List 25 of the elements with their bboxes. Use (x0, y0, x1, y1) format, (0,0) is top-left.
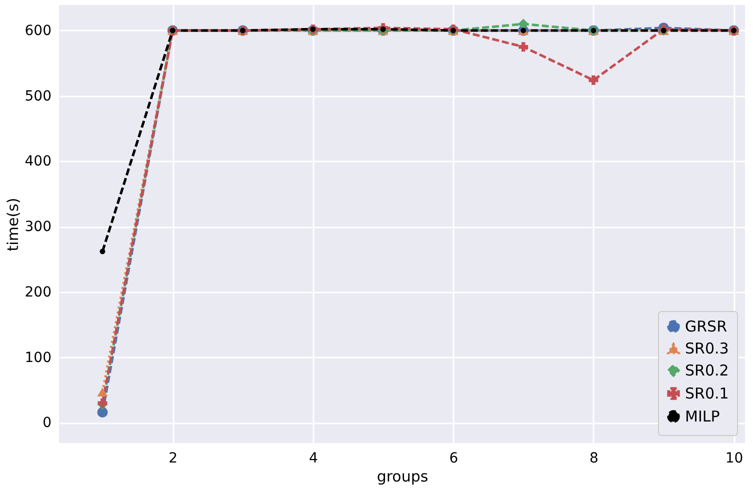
legend-label: SR0.1 (685, 384, 729, 402)
y-tick-label: 600 (24, 22, 52, 39)
y-tick-label: 400 (24, 154, 52, 170)
legend-label: SR0.2 (685, 362, 729, 380)
x-axis-title: groups (376, 468, 428, 486)
point (97, 387, 108, 397)
y-tick-label: 200 (24, 284, 52, 300)
legend-label: SR0.3 (685, 340, 729, 358)
legend-label: GRSR (685, 318, 727, 336)
point (100, 248, 106, 254)
y-tick-label: 100 (24, 350, 52, 366)
point (588, 75, 598, 85)
point (518, 42, 528, 52)
x-tick-label: 8 (590, 450, 598, 466)
legend-label: MILP (685, 408, 720, 426)
point (518, 18, 529, 30)
x-tick-label: 10 (725, 450, 744, 466)
y-axis-title: time(s) (4, 198, 22, 252)
x-tick-label: 6 (449, 450, 458, 466)
x-tick-label: 4 (308, 450, 318, 466)
y-tick-label: 0 (42, 415, 52, 432)
x-tick-label: 2 (168, 450, 178, 466)
y-tick-label: 500 (24, 88, 52, 104)
y-tick-label: 300 (24, 219, 52, 236)
point (97, 407, 108, 418)
